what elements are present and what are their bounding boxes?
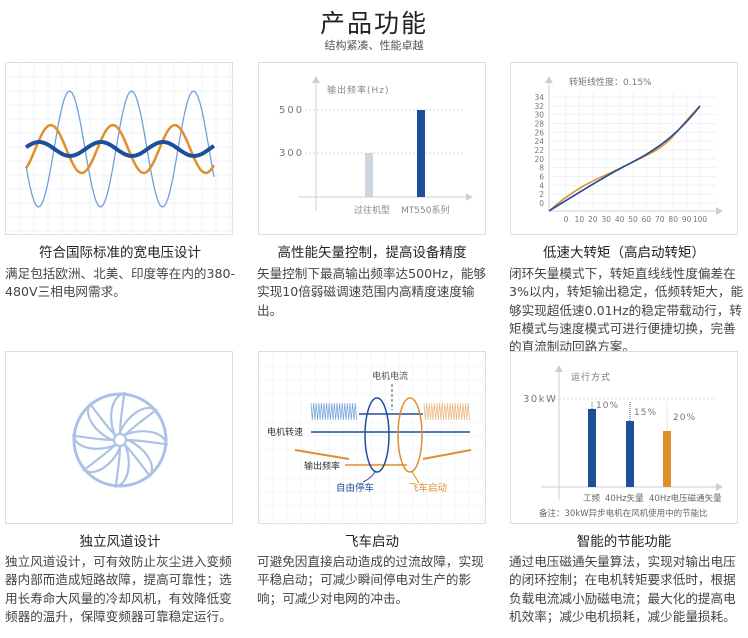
x-tick-label: 0	[564, 215, 569, 224]
y-tick-label: 20	[534, 155, 544, 164]
fan-blade	[119, 406, 158, 437]
fan-blade	[123, 439, 154, 478]
tick-label: 30kW	[523, 394, 557, 405]
y-tick-label: 4	[539, 181, 544, 190]
y-tick-label: 26	[534, 128, 544, 137]
y-tick-label: 2	[539, 190, 544, 199]
feature-title: 高性能矢量控制，提高设备精度	[277, 245, 467, 261]
actual-torque-curve	[548, 105, 701, 212]
bar-label: 40Hz电压磁通矢量	[649, 493, 722, 504]
y-tick-label: 22	[534, 146, 544, 155]
x-tick-label: 30	[601, 215, 611, 224]
feature-desc: 闭环矢量模式下，转矩直线线性度偏差在3%以内，转矩输出稳定，低频转矩大，能够实现…	[509, 266, 744, 355]
y-tick-label: 28	[534, 119, 544, 128]
feature-desc: 满足包括欧洲、北美、印度等在内的380-480V三相电网需求。	[5, 266, 236, 300]
waveform-graphic	[6, 63, 234, 236]
fan-blade	[125, 430, 169, 446]
chart-note: 备注：30kW异步电机在风机使用中的节能比	[539, 508, 708, 519]
x-tick-label: 40	[615, 215, 625, 224]
x-tick-label: 70	[655, 215, 665, 224]
current-wave-before	[310, 402, 357, 421]
bar-label: 过往机型	[354, 204, 390, 216]
pct-label: 20%	[673, 413, 696, 423]
fan-illustration	[5, 351, 233, 524]
y-tick-label: 32	[534, 102, 544, 111]
flying-start-label: 飞车启动	[409, 482, 447, 494]
x-tick-label: 90	[682, 215, 692, 224]
bar-label: MT550系列	[401, 204, 449, 216]
current-wave-after	[423, 402, 470, 421]
fan-blade	[86, 402, 117, 441]
x-tick-label: 60	[642, 215, 652, 224]
axis-label: 输出频率(Hz)	[327, 84, 390, 96]
wide-voltage-illustration	[5, 62, 234, 236]
page-subtitle: 结构紧凑、性能卓越	[324, 39, 424, 52]
pct-label: 10%	[596, 401, 619, 411]
fan-blade	[110, 391, 126, 435]
wave-narrow	[24, 140, 216, 159]
feature-title: 飞车启动	[345, 534, 399, 550]
current-label: 电机电流	[372, 370, 408, 382]
feature-title: 符合国际标准的宽电压设计	[39, 245, 201, 261]
wave-medium	[24, 123, 216, 175]
flying-start-diagram: 电机电流 电机转速 输出频率 自由停车 飞车启动	[258, 351, 487, 525]
fan-blade	[82, 443, 121, 474]
y-tick-label: 34	[534, 93, 544, 102]
pct-label: 15%	[634, 408, 657, 418]
bar-label: 40Hz矢量	[605, 493, 644, 504]
arrow-up-icon	[555, 365, 563, 372]
y-tick-label: 6	[539, 172, 544, 181]
feature-title: 独立风道设计	[79, 534, 161, 550]
speed-label: 电机转速	[267, 426, 303, 438]
feature-desc: 独立风道设计，可有效防止灰尘进入变频器内部而造成短路故障，提高可靠性；选用长寿命…	[5, 554, 232, 624]
feature-desc: 矢量控制下最高输出频率达500Hz，能够实现10倍弱磁调速范围内高精度速度输出。	[257, 266, 487, 318]
bar-mt550	[417, 110, 425, 197]
arrow-up-icon	[545, 76, 553, 83]
x-tick-label: 80	[668, 215, 678, 224]
arrow-right-icon	[716, 483, 723, 491]
arrow-right-icon	[716, 207, 723, 215]
tick-label: 500	[279, 105, 304, 116]
x-tick-label: 10	[575, 215, 585, 224]
fan-blade	[114, 445, 130, 489]
y-tick-label: 0	[539, 199, 544, 208]
x-tick-label: 50	[628, 215, 638, 224]
reference-torque-line	[548, 105, 701, 212]
y-tick-label: 30	[534, 111, 544, 120]
arrow-right-icon	[466, 193, 473, 201]
y-tick-label: 24	[534, 137, 544, 146]
bar-label: 工频	[583, 493, 601, 504]
energy-saving-chart: 运行方式 30kW 10% 15% 20% 工频 40Hz矢量 40Hz电压磁通…	[510, 351, 738, 524]
bar	[663, 431, 671, 487]
tick-label: 300	[279, 148, 304, 159]
feature-title: 智能的节能功能	[576, 534, 672, 550]
y-tick-label: 8	[539, 164, 544, 173]
x-tick-label: 20	[588, 215, 598, 224]
page-title: 产品功能	[319, 9, 428, 38]
coast-stop-label: 自由停车	[336, 482, 374, 494]
torque-linearity-chart: 转矩线性度：0.15% 34 32 30 28 26 24 22 20 8 6 4 2 0 0 10 20 30…	[510, 62, 738, 235]
x-tick-label: 100	[693, 215, 708, 224]
arrow-up-icon	[312, 76, 320, 83]
feature-desc: 可避免因直接启动造成的过流故障，实现平稳启动；可减少瞬间停电对生产的影响；可减少…	[257, 554, 484, 606]
linearity-label: 转矩线性度：0.15%	[569, 76, 652, 88]
bar-previous	[365, 153, 373, 197]
axis-label: 运行方式	[571, 371, 611, 383]
frequency-chart: 输出频率(Hz) 500 300 过往机型 MT550系列	[258, 62, 486, 235]
feature-title: 低速大转矩（高启动转矩）	[543, 245, 705, 261]
fan-blade	[71, 434, 115, 450]
frequency-label: 输出频率	[304, 460, 340, 472]
bar	[626, 421, 634, 487]
bar	[588, 409, 596, 487]
feature-desc: 通过电压磁通矢量算法，实现对输出电压的闭环控制；在电机转矩要求低时，根据负载电流…	[509, 554, 736, 624]
